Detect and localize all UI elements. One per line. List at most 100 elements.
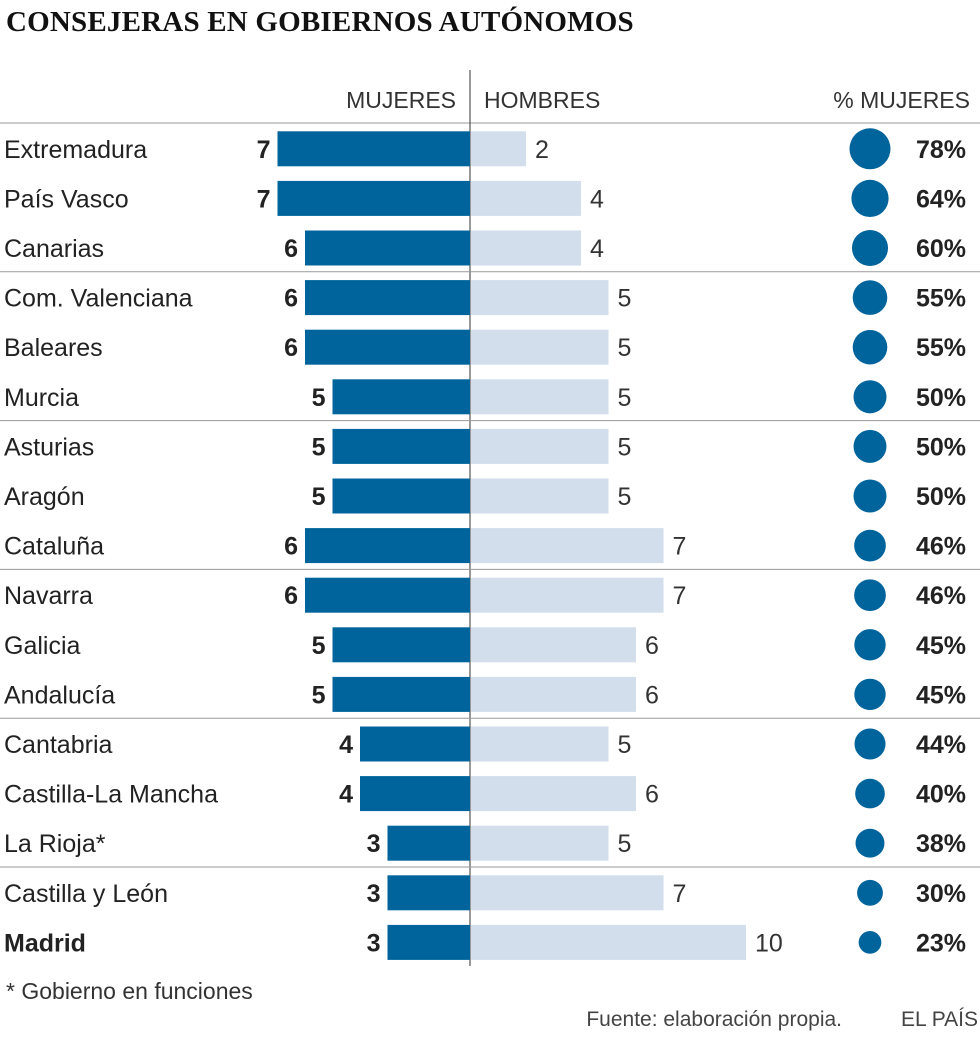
value-men: 10 xyxy=(755,929,783,957)
bar-women xyxy=(332,379,470,415)
value-women: 5 xyxy=(312,384,326,412)
value-women: 3 xyxy=(367,929,381,957)
bar-women xyxy=(332,428,470,464)
value-women: 3 xyxy=(367,880,381,908)
region-label: Castilla y León xyxy=(4,880,168,908)
value-men: 5 xyxy=(618,483,632,511)
row-andalucia: Andalucía 5 6 45% xyxy=(4,676,966,712)
row-madrid: Madrid 3 10 23% xyxy=(4,924,966,960)
bar-men xyxy=(471,627,636,663)
value-women: 3 xyxy=(367,830,381,858)
region-label: Com. Valenciana xyxy=(4,285,193,313)
row-asturias: Asturias 5 5 50% xyxy=(4,428,966,464)
region-label: País Vasco xyxy=(4,185,129,213)
bar-women xyxy=(332,676,470,712)
row-pais-vasco: País Vasco 7 4 64% xyxy=(4,179,966,218)
bar-women xyxy=(360,726,470,762)
chart-grid xyxy=(0,70,980,966)
pct-circle xyxy=(853,479,887,513)
pct-circle xyxy=(854,728,886,760)
bar-men xyxy=(471,726,609,762)
row-castilla-y-leon: Castilla y León 3 7 30% xyxy=(4,875,966,911)
value-pct-women: 40% xyxy=(916,781,966,809)
row-castilla-la-mancha: Castilla-La Mancha 4 6 40% xyxy=(4,776,966,812)
pct-circle xyxy=(857,879,883,906)
value-pct-women: 38% xyxy=(916,830,966,858)
region-label: Asturias xyxy=(4,433,94,461)
value-pct-women: 55% xyxy=(916,285,966,313)
header-men: HOMBRES xyxy=(484,87,600,113)
brand-logo: EL PAÍS xyxy=(900,1008,978,1031)
bar-men xyxy=(471,478,609,514)
bar-women xyxy=(332,478,470,514)
row-la-rioja: La Rioja* 3 5 38% xyxy=(4,825,966,861)
pct-circle xyxy=(852,280,888,315)
value-men: 5 xyxy=(618,731,632,759)
value-men: 7 xyxy=(673,880,687,908)
group-dividers xyxy=(0,271,980,868)
row-com-valenciana: Com. Valenciana 6 5 55% xyxy=(4,280,966,316)
value-men: 6 xyxy=(645,632,659,660)
region-label: Andalucía xyxy=(4,681,115,709)
region-label: Extremadura xyxy=(4,136,147,164)
pct-circle xyxy=(851,229,889,267)
value-men: 2 xyxy=(535,136,549,164)
value-men: 5 xyxy=(618,384,632,412)
pct-circle xyxy=(849,128,891,170)
bar-women xyxy=(305,230,470,266)
value-men: 6 xyxy=(645,681,659,709)
bar-men xyxy=(471,428,609,464)
value-pct-women: 46% xyxy=(916,582,966,610)
pct-circle xyxy=(852,329,888,365)
value-pct-women: 30% xyxy=(916,880,966,908)
value-men: 4 xyxy=(590,185,604,213)
row-cantabria: Cantabria 4 5 44% xyxy=(4,726,966,762)
bar-men xyxy=(471,924,746,960)
value-men: 5 xyxy=(618,285,632,313)
bar-women xyxy=(305,577,470,613)
value-women: 6 xyxy=(284,235,298,263)
value-women: 6 xyxy=(284,285,298,313)
value-pct-women: 44% xyxy=(916,731,966,759)
value-women: 5 xyxy=(312,433,326,461)
bar-men xyxy=(471,180,581,216)
value-pct-women: 50% xyxy=(916,384,966,412)
value-pct-women: 23% xyxy=(916,929,966,957)
source-note: Fuente: elaboración propia. xyxy=(586,1008,842,1031)
region-label: Cantabria xyxy=(4,731,112,759)
value-pct-women: 78% xyxy=(916,136,966,164)
value-men: 7 xyxy=(673,582,687,610)
value-women: 5 xyxy=(312,483,326,511)
chart-rows: Extremadura 7 2 78% País Vasco 7 4 64% Canarias 6… xyxy=(4,128,966,960)
bar-men xyxy=(471,280,609,316)
bar-men xyxy=(471,825,609,861)
value-pct-women: 45% xyxy=(916,681,966,709)
row-murcia: Murcia 5 5 50% xyxy=(4,379,966,415)
pct-circle xyxy=(851,179,889,218)
row-canarias: Canarias 6 4 60% xyxy=(4,229,966,267)
region-label: La Rioja* xyxy=(4,830,106,858)
row-baleares: Baleares 6 5 55% xyxy=(4,329,966,365)
bar-women xyxy=(387,875,470,911)
bar-men xyxy=(471,528,664,564)
bar-women xyxy=(387,825,470,861)
pct-circle xyxy=(858,931,882,954)
bar-men xyxy=(471,230,581,266)
value-women: 7 xyxy=(257,185,271,213)
bar-women xyxy=(277,131,470,167)
bar-men xyxy=(471,329,609,365)
column-headers: MUJERES HOMBRES % MUJERES xyxy=(346,87,970,113)
region-label: Baleares xyxy=(4,334,103,362)
pct-circle xyxy=(853,429,887,463)
pct-circle xyxy=(855,778,885,809)
value-pct-women: 46% xyxy=(916,533,966,561)
value-women: 6 xyxy=(284,582,298,610)
bar-men xyxy=(471,379,609,415)
header-pct-women: % MUJERES xyxy=(833,87,970,113)
bar-women xyxy=(360,776,470,812)
pct-circle xyxy=(854,529,886,562)
region-label: Galicia xyxy=(4,632,81,660)
pct-circle xyxy=(854,629,886,661)
value-pct-women: 60% xyxy=(916,235,966,263)
bar-women xyxy=(332,627,470,663)
